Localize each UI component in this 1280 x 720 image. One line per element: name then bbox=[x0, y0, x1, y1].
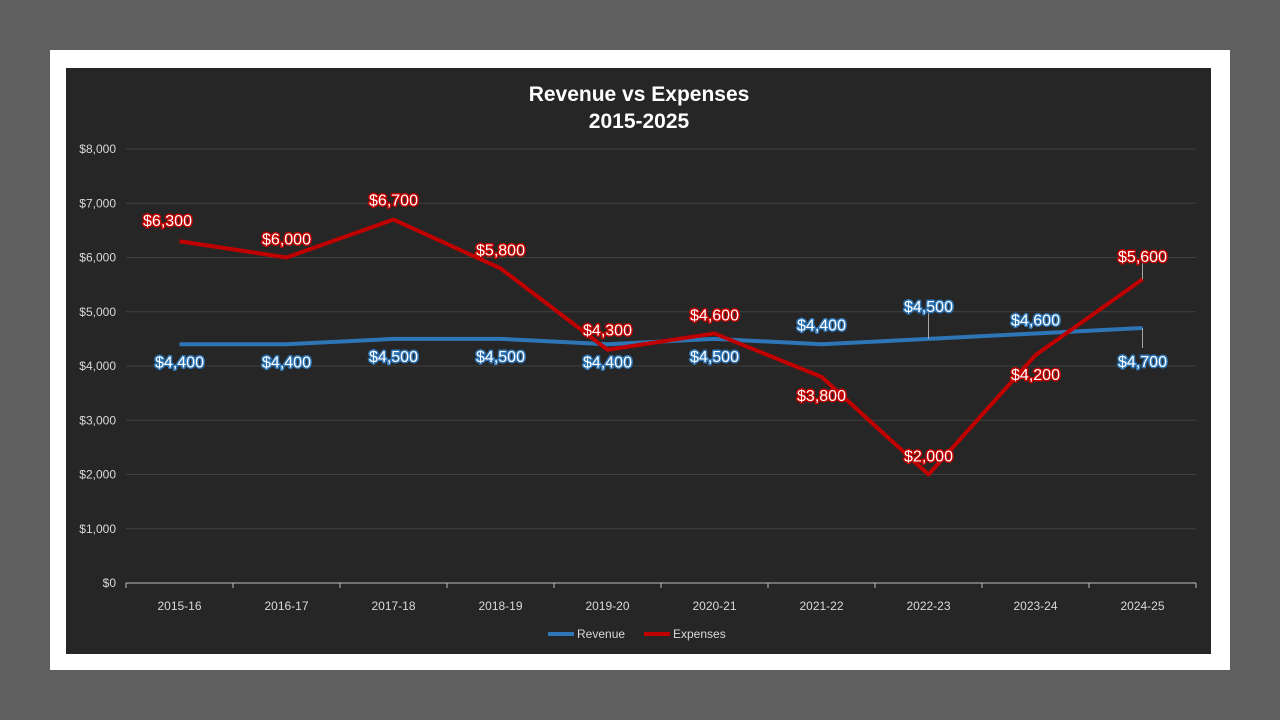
x-tick-label: 2017-18 bbox=[371, 599, 415, 613]
y-tick-label: $2,000 bbox=[79, 468, 116, 482]
data-label: $2,000 bbox=[904, 449, 953, 466]
line-chart: Revenue vs Expenses 2015-2025 $0 $1,000 $2,0… bbox=[79, 83, 1197, 641]
y-tick-label: $7,000 bbox=[79, 196, 116, 210]
chart-subtitle: 2015-2025 bbox=[589, 110, 690, 133]
y-tick-label: $0 bbox=[103, 576, 117, 590]
data-label: $4,500 bbox=[690, 349, 739, 366]
y-tick-label: $3,000 bbox=[79, 413, 116, 427]
data-label: $4,400 bbox=[262, 354, 311, 371]
data-label: $6,000 bbox=[262, 232, 311, 249]
data-label: $4,400 bbox=[155, 354, 204, 371]
data-label: $5,600 bbox=[1118, 249, 1167, 266]
data-label: $4,700 bbox=[1118, 354, 1167, 371]
data-label: $4,400 bbox=[797, 317, 846, 334]
x-tick-label: 2016-17 bbox=[264, 599, 308, 613]
data-label: $6,700 bbox=[369, 193, 418, 210]
legend-label: Revenue bbox=[577, 627, 625, 641]
data-label: $4,500 bbox=[476, 349, 525, 366]
data-label: $4,500 bbox=[904, 299, 953, 316]
y-tick-label: $8,000 bbox=[79, 142, 116, 156]
chart-title: Revenue vs Expenses bbox=[529, 83, 750, 106]
x-tick-label: 2019-20 bbox=[585, 599, 629, 613]
x-tick-label: 2024-25 bbox=[1120, 599, 1164, 613]
data-label: $4,600 bbox=[690, 307, 739, 324]
data-label: $3,800 bbox=[797, 388, 846, 405]
series-line-expenses bbox=[179, 217, 1144, 477]
legend-label: Expenses bbox=[673, 627, 726, 641]
y-tick-label: $4,000 bbox=[79, 359, 116, 373]
data-label: $4,400 bbox=[583, 354, 632, 371]
data-label: $6,300 bbox=[143, 213, 192, 230]
x-tick-label: 2018-19 bbox=[478, 599, 522, 613]
y-tick-label: $6,000 bbox=[79, 251, 116, 265]
data-label: $5,800 bbox=[476, 242, 525, 259]
x-tick-label: 2015-16 bbox=[157, 599, 201, 613]
x-tick-label: 2022-23 bbox=[906, 599, 950, 613]
y-tick-label: $5,000 bbox=[79, 305, 116, 319]
y-tick-label: $1,000 bbox=[79, 522, 116, 536]
data-label: $4,600 bbox=[1011, 312, 1060, 329]
data-label: $4,300 bbox=[583, 323, 632, 340]
data-label: $4,200 bbox=[1011, 367, 1060, 384]
x-tick-label: 2023-24 bbox=[1013, 599, 1057, 613]
x-tick-label: 2020-21 bbox=[692, 599, 736, 613]
chart-area: Revenue vs Expenses 2015-2025 $0 $1,000 $2,0… bbox=[66, 68, 1211, 654]
x-tick-label: 2021-22 bbox=[799, 599, 843, 613]
data-label: $4,500 bbox=[369, 349, 418, 366]
